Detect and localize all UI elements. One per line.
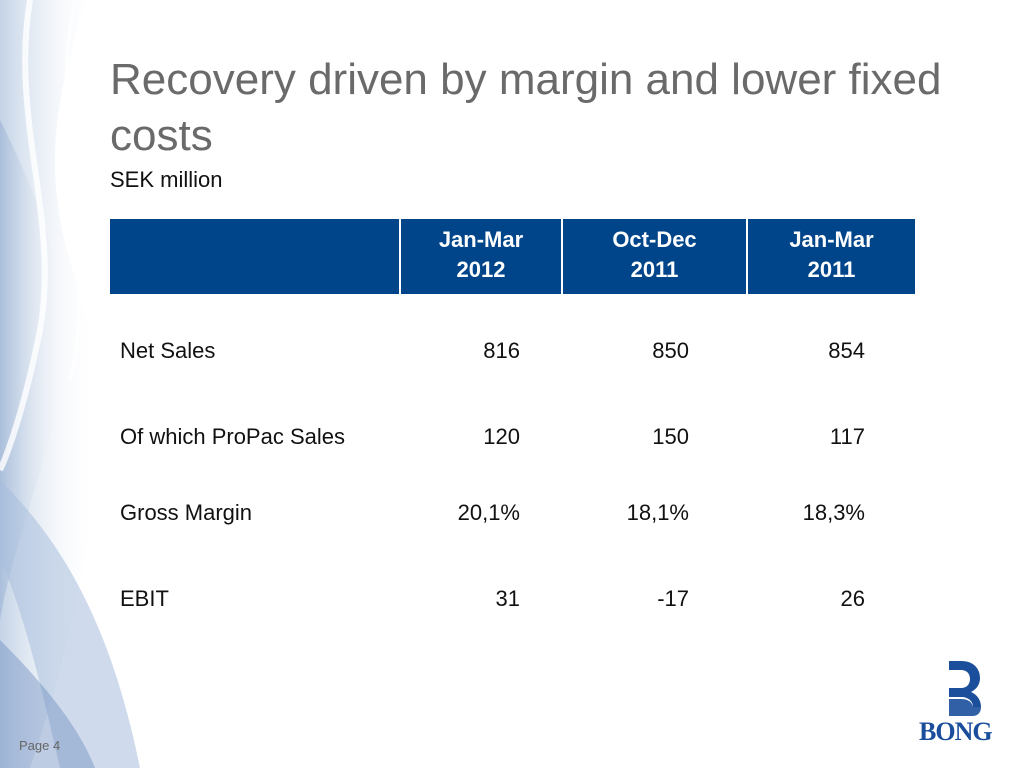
header-cell-empty <box>110 219 400 294</box>
slide-title: Recovery driven by margin and lower fixe… <box>110 55 942 160</box>
cell-value: 120 <box>483 424 520 449</box>
row-label: EBIT <box>120 586 169 611</box>
table-row-propac-sales: Of which ProPac Sales 120 150 117 <box>110 424 915 490</box>
cell-value: 150 <box>652 424 689 449</box>
header-period: Oct-Dec <box>612 227 697 252</box>
header-period: Jan-Mar <box>438 227 524 252</box>
cell-value: 117 <box>829 424 865 449</box>
cell-value: -17 <box>657 586 689 611</box>
row-label: Of which ProPac Sales <box>120 424 345 449</box>
row-label: Gross Margin <box>120 500 253 525</box>
header-period: Jan-Mar <box>789 227 874 252</box>
row-label: Net Sales <box>120 338 216 363</box>
cell-value: 26 <box>840 586 865 611</box>
bong-logo-text: BONG <box>919 717 993 746</box>
table-header-row: Jan-Mar 2012 Oct-Dec 2011 Jan-Mar 2011 <box>110 219 915 294</box>
cell-value: 854 <box>828 338 865 363</box>
header-cell-jan-mar-2012: Jan-Mar 2012 <box>399 219 562 294</box>
table-row-gross-margin: Gross Margin 20,1% 18,1% 18,3% <box>110 490 915 586</box>
page-number: Page 4 <box>19 738 61 753</box>
financial-table: Jan-Mar 2012 Oct-Dec 2011 Jan-Mar 2011 N… <box>110 219 915 626</box>
table-row-ebit: EBIT 31 -17 26 <box>110 586 915 626</box>
header-year: 2011 <box>630 257 679 282</box>
cell-value: 31 <box>495 586 520 611</box>
header-year: 2011 <box>807 257 856 282</box>
slide-subtitle: SEK million <box>110 167 223 192</box>
header-cell-jan-mar-2011: Jan-Mar 2011 <box>746 219 915 294</box>
header-year: 2012 <box>456 257 506 282</box>
cell-value: 20,1% <box>457 500 520 525</box>
header-cell-oct-dec-2011: Oct-Dec 2011 <box>561 219 747 294</box>
cell-value: 18,3% <box>802 500 865 525</box>
cell-value: 816 <box>483 338 520 363</box>
table-row-net-sales: Net Sales 816 850 854 <box>110 294 915 424</box>
cell-value: 18,1% <box>626 500 689 525</box>
cell-value: 850 <box>652 338 689 363</box>
bong-b-logo-icon <box>949 661 981 716</box>
